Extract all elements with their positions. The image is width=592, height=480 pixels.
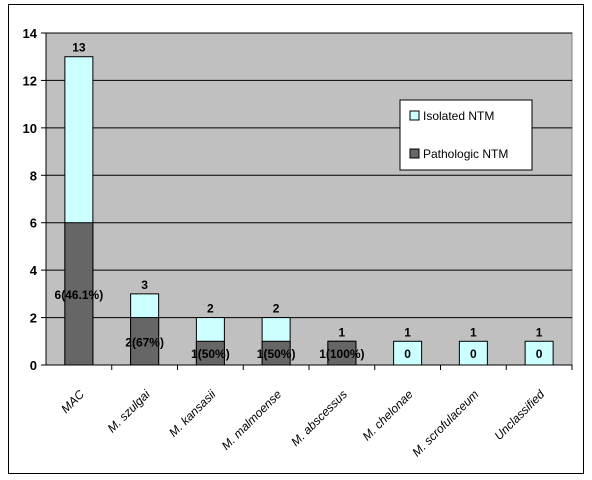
y-tick-label: 2: [30, 311, 37, 326]
x-tick-label: M. scrofulaceum: [409, 387, 481, 459]
data-label-pathologic: 1(100%): [319, 347, 364, 361]
data-label-total: 1: [404, 325, 411, 339]
data-label-pathologic: 1(50%): [191, 347, 230, 361]
legend-box: [399, 99, 533, 171]
x-tick-label: M. kansasii: [166, 387, 219, 440]
y-tick-label: 4: [30, 263, 38, 278]
data-label-pathologic: 2(67%): [125, 335, 164, 349]
data-label-pathologic: 0: [470, 347, 477, 361]
x-tick-label: MAC: [58, 387, 87, 416]
y-axis: 0 2 4 6 8 10 12 14: [23, 26, 47, 373]
x-tick-label: M. chelonae: [360, 387, 416, 443]
data-label-total: 1: [470, 325, 477, 339]
data-label-total: 3: [141, 278, 148, 292]
y-tick-label: 0: [30, 358, 37, 373]
bar-pathologic-ntm: [130, 317, 160, 366]
x-axis: MAC M. szulgai M. kansasii M. malmoense M. a…: [46, 364, 573, 459]
y-tick-label: 8: [30, 168, 37, 183]
x-tick-label: M. szulgai: [105, 387, 153, 435]
data-label-total: 13: [72, 41, 86, 55]
legend-swatch-isolated: [409, 110, 420, 121]
legend-label-isolated: Isolated NTM: [423, 109, 494, 123]
y-tick-label: 12: [23, 73, 37, 88]
legend-swatch-pathologic: [409, 148, 420, 159]
data-label-pathologic: 0: [404, 347, 411, 361]
y-tick-label: 6: [30, 216, 37, 231]
plot-area: [45, 32, 573, 366]
y-tick-label: 14: [23, 26, 38, 41]
legend: Isolated NTM Pathologic NTM: [399, 99, 533, 171]
data-label-pathologic: 0: [536, 347, 543, 361]
data-labels: 13 6(46.1%) 3 2(67%) 2 1(50%) 2 1(50%) 1 1(100%) 1…: [55, 41, 543, 361]
x-tick-label: M. malmoense: [219, 387, 285, 453]
data-label-total: 2: [207, 302, 214, 316]
bar-pathologic-ntm: [64, 222, 94, 366]
data-label-pathologic: 6(46.1%): [55, 288, 104, 302]
data-label-pathologic: 1(50%): [257, 347, 296, 361]
data-label-total: 1: [536, 325, 543, 339]
data-label-total: 2: [273, 302, 280, 316]
legend-label-pathologic: Pathologic NTM: [423, 147, 508, 161]
data-label-total: 1: [339, 325, 346, 339]
y-tick-label: 10: [23, 121, 37, 136]
bars: [64, 56, 554, 366]
x-tick-label: M. abscessus: [288, 387, 350, 449]
x-tick-label: Unclassified: [492, 387, 548, 443]
